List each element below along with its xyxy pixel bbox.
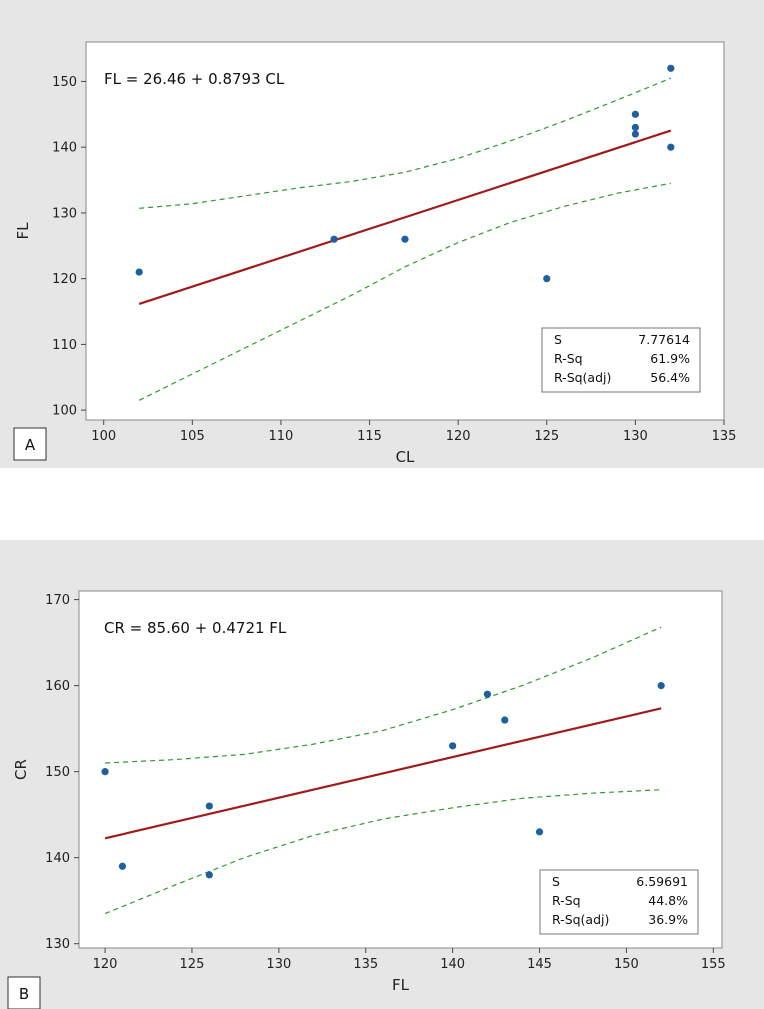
- x-tick-label: 120: [446, 429, 471, 444]
- x-axis-label: CL: [396, 448, 415, 466]
- chart-b: 120 125 130 135 140 145 150 155 130 140 150 160 170 F…: [7, 590, 726, 1009]
- y-tick-label: 100: [52, 404, 77, 419]
- data-point: [205, 802, 213, 810]
- x-tick-label: 115: [357, 429, 382, 444]
- y-tick-label: 140: [45, 851, 70, 866]
- data-point: [535, 828, 544, 836]
- y-tick-label: 150: [45, 765, 70, 780]
- stat-label: R-Sq: [554, 351, 583, 366]
- x-tick-label: 150: [614, 957, 639, 972]
- regression-equation: CR = 85.60 + 0.4721 FL: [104, 619, 287, 637]
- x-tick-label: 130: [266, 957, 291, 972]
- ci-lower-line: [104, 789, 662, 915]
- y-tick-label: 160: [45, 679, 70, 694]
- stat-label: R-Sq(adj): [554, 370, 611, 385]
- y-axis-label: CR: [12, 759, 30, 780]
- x-tick-label: 125: [180, 957, 205, 972]
- data-point: [543, 275, 551, 283]
- stat-value: 44.8%: [648, 893, 688, 908]
- x-tick-label: 130: [623, 429, 648, 444]
- data-point: [330, 235, 338, 243]
- x-tick-label: 100: [91, 429, 116, 444]
- x-tick-label: 140: [440, 957, 465, 972]
- data-point: [501, 716, 509, 724]
- x-tick-label: 145: [527, 957, 552, 972]
- data-point: [449, 742, 457, 750]
- y-tick-label: 170: [45, 593, 70, 608]
- data-point: [205, 871, 213, 879]
- panel-label-box: [7, 976, 41, 1009]
- ci-lower-line: [138, 182, 671, 401]
- regression-equation: FL = 26.46 + 0.8793 CL: [104, 70, 285, 88]
- regression-line: [104, 707, 662, 840]
- stat-label: S: [554, 332, 562, 347]
- panel-label: B: [19, 985, 29, 1003]
- y-tick-label: 120: [52, 272, 77, 287]
- data-point: [401, 235, 409, 243]
- data-point: [667, 64, 675, 72]
- x-tick-label: 110: [269, 429, 294, 444]
- data-point: [101, 768, 109, 776]
- data-point: [483, 690, 491, 698]
- stat-label: R-Sq: [552, 893, 581, 908]
- chart-panel-b: 120 125 130 135 140 145 150 155 130 140 150 160 170 F…: [0, 540, 764, 1009]
- x-tick-label: 135: [353, 957, 378, 972]
- chart-panel-a: 100 105 110 115 120 125 130 135 100 110 120 130 140 1…: [0, 0, 764, 468]
- stat-label: S: [552, 874, 560, 889]
- stat-value: 56.4%: [650, 370, 690, 385]
- data-point: [631, 123, 639, 132]
- ci-upper-line: [105, 626, 662, 764]
- data-point: [631, 130, 639, 138]
- y-tick-label: 150: [52, 75, 77, 90]
- y-axis-label: FL: [14, 222, 32, 240]
- y-tick-label: 140: [52, 141, 77, 156]
- data-point: [667, 143, 675, 151]
- data-point: [118, 862, 127, 870]
- stat-label: R-Sq(adj): [552, 912, 609, 927]
- stats-box: [539, 869, 699, 935]
- x-tick-label: 125: [534, 429, 559, 444]
- stat-value: 7.77614: [638, 332, 690, 347]
- x-tick-label: 120: [93, 957, 118, 972]
- chart-a: 100 105 110 115 120 125 130 135 100 110 120 130 140 1…: [13, 41, 737, 466]
- data-point: [657, 682, 665, 690]
- y-tick-label: 110: [52, 338, 77, 353]
- y-tick-label: 130: [52, 206, 77, 221]
- x-tick-label: 155: [701, 957, 726, 972]
- x-axis-label: FL: [392, 976, 410, 994]
- x-tick-label: 135: [712, 429, 737, 444]
- data-point: [135, 268, 143, 276]
- x-tick-label: 105: [180, 429, 205, 444]
- data-point: [631, 110, 639, 118]
- panel-label: A: [25, 436, 36, 454]
- stat-value: 36.9%: [648, 912, 688, 927]
- regression-line: [138, 129, 672, 306]
- y-tick-label: 130: [45, 937, 70, 952]
- stat-value: 6.59691: [636, 874, 688, 889]
- panel-label-box: [13, 427, 47, 461]
- stat-value: 61.9%: [650, 351, 690, 366]
- stats-box: [541, 327, 701, 393]
